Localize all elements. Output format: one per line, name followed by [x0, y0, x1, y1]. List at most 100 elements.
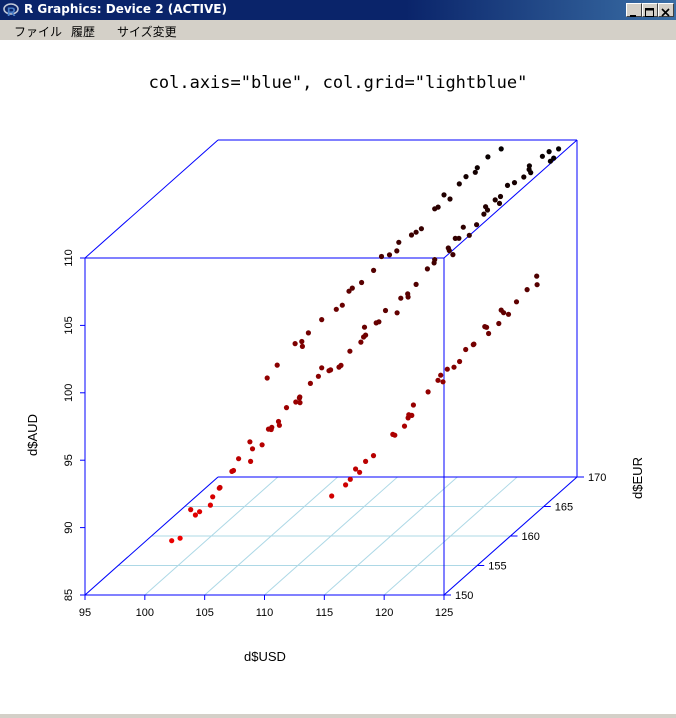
- maximize-button[interactable]: [642, 3, 658, 17]
- data-point: [229, 468, 235, 474]
- data-point: [299, 338, 305, 345]
- data-point: [188, 507, 194, 513]
- data-point: [378, 253, 385, 260]
- x-tick-label: 120: [375, 607, 393, 619]
- x-tick-label: 105: [195, 607, 213, 619]
- data-point: [347, 476, 353, 482]
- data-point: [346, 288, 352, 294]
- data-point: [546, 149, 552, 155]
- data-point: [249, 446, 256, 452]
- y-tick-label: 110: [63, 249, 75, 267]
- x-tick-label: 125: [435, 607, 453, 619]
- box-edge: [84, 476, 219, 596]
- data-point: [315, 373, 321, 379]
- data-point: [305, 330, 311, 336]
- data-point: [358, 339, 364, 345]
- data-point: [192, 512, 198, 518]
- data-point: [410, 402, 416, 408]
- data-point: [371, 267, 377, 273]
- data-point: [353, 466, 359, 472]
- scatterplot-3d: col.axis="blue", col.grid="lightblue" 95…: [25, 73, 645, 664]
- data-point: [359, 279, 365, 286]
- menu-file[interactable]: ファイル: [14, 25, 63, 39]
- data-point: [496, 320, 502, 327]
- data-point: [492, 197, 498, 203]
- data-point: [457, 358, 463, 365]
- y-tick-label: 100: [63, 384, 75, 402]
- data-points: [169, 146, 562, 544]
- data-point: [440, 379, 446, 385]
- data-point: [299, 343, 305, 349]
- menu-history[interactable]: 履歴: [71, 25, 96, 39]
- data-point: [524, 287, 530, 293]
- close-button[interactable]: [658, 3, 674, 17]
- data-point: [357, 469, 363, 475]
- data-point: [486, 330, 492, 337]
- data-point: [472, 169, 478, 175]
- data-point: [441, 192, 447, 198]
- data-point: [392, 432, 398, 438]
- data-point: [463, 174, 469, 180]
- data-point: [376, 319, 382, 325]
- data-point: [413, 281, 419, 287]
- x-axis-label: d$USD: [244, 649, 286, 664]
- data-point: [247, 439, 253, 445]
- data-point: [307, 380, 313, 386]
- data-point: [504, 182, 511, 188]
- data-point: [497, 193, 504, 200]
- data-point: [326, 368, 332, 374]
- data-point: [466, 232, 472, 238]
- data-point: [513, 299, 520, 305]
- box-edge: [84, 139, 219, 259]
- data-point: [413, 229, 419, 235]
- data-point: [425, 389, 431, 395]
- data-point: [349, 285, 355, 291]
- data-point: [505, 311, 512, 317]
- data-point: [456, 235, 462, 241]
- close-icon: [661, 8, 670, 17]
- data-point: [363, 458, 369, 464]
- data-point: [269, 424, 275, 430]
- data-point: [336, 364, 342, 370]
- data-point: [319, 365, 325, 371]
- data-point: [482, 324, 488, 330]
- box-edge: [443, 139, 578, 259]
- data-point: [418, 226, 424, 232]
- data-point: [396, 239, 402, 245]
- y-tick-label: 95: [63, 454, 75, 466]
- data-point: [408, 232, 415, 238]
- data-point: [534, 282, 540, 288]
- data-point: [539, 153, 546, 159]
- data-point: [264, 375, 270, 381]
- axis-ticks: 95 100 105 110 115 120 125 85 90 95 100 105 110 150 15…: [63, 249, 606, 619]
- data-point: [210, 494, 216, 500]
- chart-title: col.axis="blue", col.grid="lightblue": [149, 73, 528, 93]
- menu-resize[interactable]: サイズ変更: [117, 25, 177, 39]
- data-point: [460, 224, 466, 230]
- data-point: [217, 484, 223, 491]
- data-point: [292, 341, 298, 347]
- minimize-button[interactable]: [626, 3, 642, 17]
- plot-canvas: col.axis="blue", col.grid="lightblue" 95…: [0, 40, 676, 714]
- z-tick-label: 150: [455, 590, 473, 602]
- data-point: [444, 366, 450, 372]
- data-point: [424, 266, 430, 272]
- data-point: [528, 170, 534, 176]
- data-point: [446, 247, 452, 254]
- data-point: [521, 174, 527, 180]
- window-title: R Graphics: Device 2 (ACTIVE): [24, 2, 227, 16]
- x-tick-label: 110: [256, 607, 274, 619]
- data-point: [398, 295, 404, 301]
- y-tick-label: 85: [63, 589, 75, 601]
- data-point: [450, 252, 456, 258]
- maximize-icon: [645, 8, 654, 17]
- z-tick-label: 165: [555, 502, 573, 514]
- data-point: [438, 372, 444, 378]
- title-bar[interactable]: R R Graphics: Device 2 (ACTIVE): [0, 0, 676, 20]
- data-point: [319, 317, 325, 323]
- data-point: [556, 146, 562, 152]
- data-point: [296, 395, 303, 401]
- data-point: [405, 294, 411, 300]
- data-point: [456, 181, 462, 187]
- data-point: [451, 364, 457, 370]
